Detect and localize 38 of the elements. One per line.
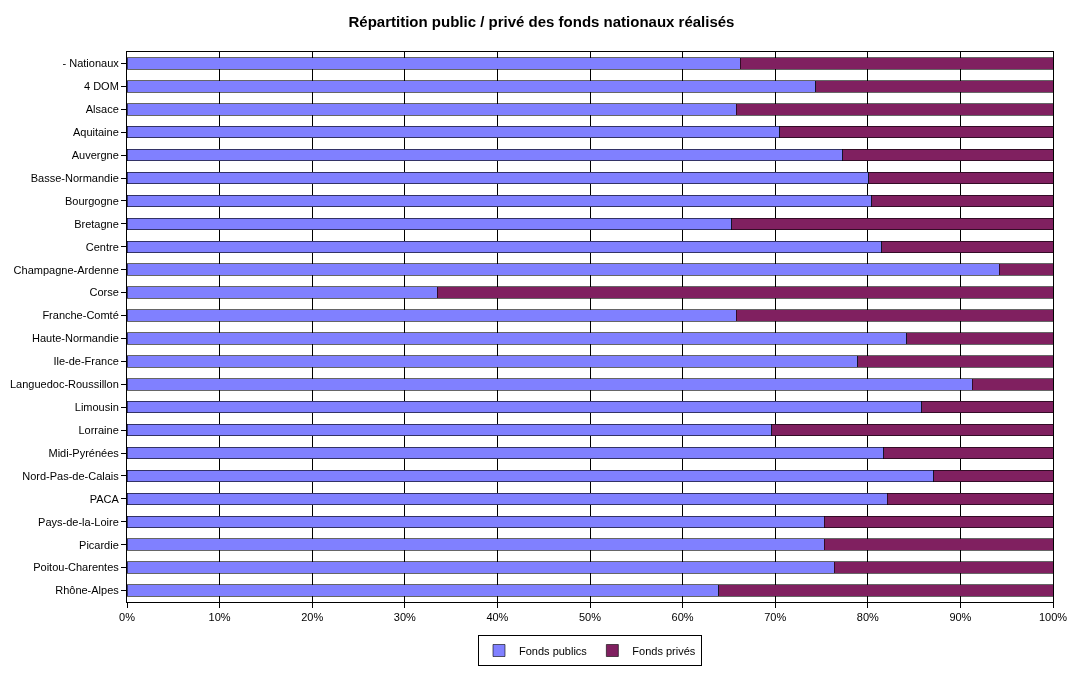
x-tick-label: 90% bbox=[949, 611, 972, 624]
x-tick-label: 20% bbox=[301, 611, 324, 624]
y-tick-label: Picardie bbox=[79, 538, 119, 551]
y-tick-label: Bourgogne bbox=[64, 194, 119, 207]
y-tick-label: Franche-Comté bbox=[42, 309, 119, 322]
y-tick-label: Nord-Pas-de-Calais bbox=[22, 469, 120, 482]
legend-label: Fonds privés bbox=[632, 644, 696, 657]
y-tick-label: Rhône-Alpes bbox=[55, 584, 120, 597]
y-tick-label: Haute-Normandie bbox=[31, 332, 119, 345]
y-tick-label: Bretagne bbox=[74, 217, 119, 230]
y-tick-label: Pays-de-la-Loire bbox=[38, 515, 119, 528]
y-tick-label: Corse bbox=[89, 286, 119, 299]
x-tick-label: 80% bbox=[856, 611, 880, 624]
y-tick-label: Basse-Normandie bbox=[30, 171, 119, 184]
x-tick-label: 10% bbox=[208, 611, 231, 624]
y-tick-label: 4 DOM bbox=[83, 80, 119, 93]
y-tick-label: Champagne-Ardenne bbox=[13, 263, 119, 276]
legend-label: Fonds publics bbox=[519, 644, 588, 657]
x-tick-label: 100% bbox=[1038, 611, 1068, 624]
y-tick-label: Centre bbox=[85, 240, 119, 253]
y-tick-label: Ile-de-France bbox=[53, 355, 119, 368]
y-tick-label: - Nationaux bbox=[62, 57, 120, 70]
y-tick-label: Lorraine bbox=[78, 423, 119, 436]
y-tick-label: Midi-Pyrénées bbox=[48, 446, 120, 459]
x-tick-label: 40% bbox=[486, 611, 509, 624]
y-tick-label: Alsace bbox=[85, 103, 119, 116]
y-tick-label: PACA bbox=[89, 492, 120, 505]
y-tick-label: Auvergne bbox=[71, 148, 119, 161]
x-tick-label: 30% bbox=[393, 611, 417, 624]
chart-title: Répartition public / privé des fonds nationaux réalisés bbox=[348, 13, 735, 31]
x-tick-label: 60% bbox=[671, 611, 694, 624]
y-tick-label: Aquitaine bbox=[72, 126, 119, 139]
x-tick-label: 50% bbox=[578, 611, 602, 624]
y-tick-label: Languedoc-Roussillon bbox=[9, 378, 119, 391]
y-tick-label: Limousin bbox=[74, 401, 119, 414]
y-tick-label: Poitou-Charentes bbox=[33, 561, 120, 574]
x-tick-label: 0% bbox=[119, 611, 136, 624]
x-tick-label: 70% bbox=[764, 611, 787, 624]
